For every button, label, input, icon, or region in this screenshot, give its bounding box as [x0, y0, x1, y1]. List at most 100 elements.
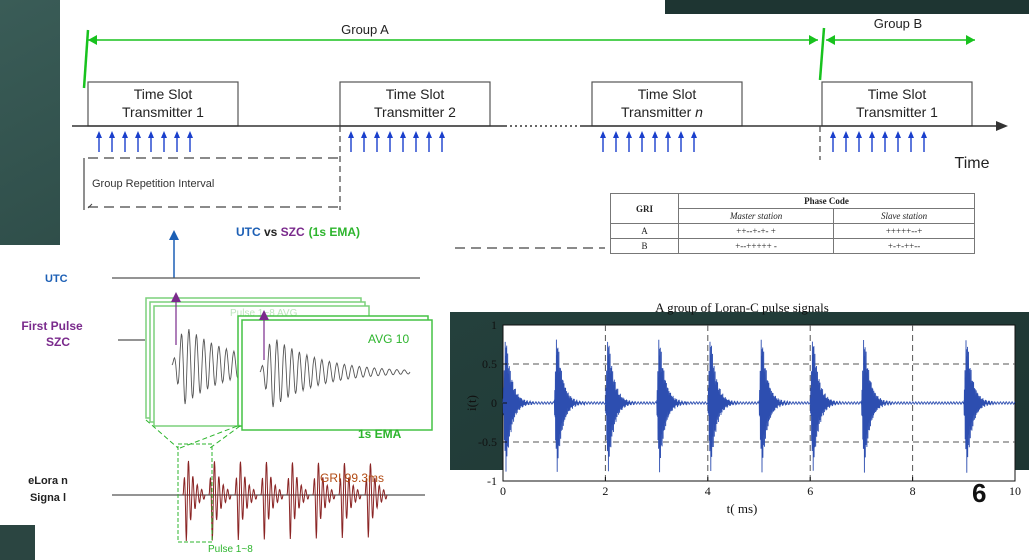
x-tick-label: 0 [500, 484, 506, 498]
x-tick-label: 2 [602, 484, 608, 498]
pulse-groups [96, 131, 927, 152]
avg10-label: AVG 10 [368, 332, 409, 346]
slotb1-line2: Transmitter 1 [856, 104, 938, 120]
pulse-arrow-head [348, 131, 354, 138]
pulse-arrow-head [174, 131, 180, 138]
pulse-arrow-head [908, 131, 914, 138]
chart-xlabel: t( ms) [727, 501, 758, 516]
table-row: B +--+++++ - +-+-++-- [610, 238, 975, 254]
eloran-pulse [364, 463, 388, 538]
group-a-label: Group A [341, 22, 389, 37]
group-a-arrow-right [809, 35, 818, 45]
first-pulse-label-2: SZC [46, 335, 70, 349]
slot-box-b1 [821, 81, 973, 127]
y-tick-label: -1 [487, 474, 497, 488]
y-tick-label: 1 [491, 318, 497, 332]
pulse-arrow-head [678, 131, 684, 138]
eloran-pulse [312, 462, 336, 539]
x-tick-label: 6 [807, 484, 813, 498]
eloran-pulse [234, 461, 258, 541]
slot-box-n [591, 81, 743, 127]
pulse-arrow-head [413, 131, 419, 138]
th-master: Master station [677, 208, 835, 224]
x-tick-label: 4 [705, 484, 711, 498]
eloran-label-2: Signa l [30, 492, 66, 504]
loran-c-pulse-chart: A group of Loran-C pulse signals 0 2 4 6 8 10… [464, 300, 1021, 516]
gri-label: Group Repetition Interval [92, 178, 214, 190]
pulse-arrow-head [96, 131, 102, 138]
pulse-arrow-head [161, 131, 167, 138]
signal-series [502, 339, 1016, 473]
pulse-arrow-head [135, 131, 141, 138]
slotn-line1: Time Slot [638, 86, 697, 102]
phase-code-table: GRI Phase Code Master station Slave stat… [610, 193, 975, 254]
pulse-arrow-head [374, 131, 380, 138]
eloran-utc-diagram: UTC vs SZC (1s EMA) UTC First Pulse SZC P… [21, 225, 433, 555]
pulse-arrow-head [691, 131, 697, 138]
pulse-arrow-head [400, 131, 406, 138]
pulse-arrow-head [387, 131, 393, 138]
pulse-arrow-head [109, 131, 115, 138]
slotn-line2: Transmitter n [621, 104, 703, 120]
cell-slave: +-+-++-- [833, 238, 975, 254]
pulse-arrow-head [613, 131, 619, 138]
eloran-pulse [208, 461, 232, 541]
group-a-arrow-left [88, 35, 97, 45]
th-phase-code: Phase Code [678, 193, 975, 209]
utc-label: UTC [45, 273, 68, 285]
pulse-arrow-head [361, 131, 367, 138]
cell-master: +--+++++ - [677, 238, 835, 254]
pulse-arrow-head [652, 131, 658, 138]
time-axis-arrowhead [996, 121, 1008, 131]
pulse18-label: Pulse 1~8 [208, 544, 253, 555]
slotb1-line1: Time Slot [868, 86, 927, 102]
pulse-arrow-head [869, 131, 875, 138]
chart-plot-area: 0 2 4 6 8 10 1 0.5 0 -0.5 -1 [478, 318, 1021, 498]
time-label: Time [955, 155, 990, 172]
cell-gri: B [610, 238, 679, 254]
y-tick-label: 0.5 [482, 357, 497, 371]
pulse-arrow-head [187, 131, 193, 138]
ema-label: 1s EMA [358, 427, 402, 441]
y-tick-label: -0.5 [478, 435, 497, 449]
x-tick-label: 10 [1009, 484, 1021, 498]
panel2-waveform [259, 339, 411, 408]
pulse-arrow-head [882, 131, 888, 138]
pulse-arrow-head [895, 131, 901, 138]
slot2-line2: Transmitter 2 [374, 104, 456, 120]
cell-gri: A [610, 223, 679, 239]
avg-panel-front [241, 319, 433, 431]
pulse-arrow-head [122, 131, 128, 138]
chart-ylabel: i(t) [464, 395, 479, 411]
x-tick-label: 8 [910, 484, 916, 498]
slot1-line1: Time Slot [134, 86, 193, 102]
slot1-line2: Transmitter 1 [122, 104, 204, 120]
slot2-line1: Time Slot [386, 86, 445, 102]
first-pulse-label-1: First Pulse [21, 319, 83, 333]
pulse-arrow-head [600, 131, 606, 138]
group-b-start-tick [818, 27, 826, 81]
pulse-arrow-head [639, 131, 645, 138]
pulse-arrow-head [439, 131, 445, 138]
pulse-arrow-head [426, 131, 432, 138]
eloran-pulses [182, 460, 388, 542]
pulse-arrow-head [830, 131, 836, 138]
th-gri: GRI [610, 193, 679, 224]
eloran-title: UTC vs SZC (1s EMA) [236, 225, 360, 239]
chart-title: A group of Loran-C pulse signals [655, 300, 829, 315]
eloran-label-1: eLora n [28, 475, 68, 487]
phase-code-table-wrapper: GRI Phase Code Master station Slave stat… [610, 193, 975, 254]
group-b-label: Group B [874, 16, 922, 31]
loran-timeline-diagram: Group A Group B Time Slot Transmitter 1 … [72, 16, 1008, 249]
y-tick-label: 0 [491, 396, 497, 410]
eloran-pulse [286, 462, 310, 540]
pulse-arrow-head [665, 131, 671, 138]
cell-master: ++--+-+- + [677, 223, 835, 239]
group-a-start-tick [82, 29, 90, 89]
eloran-pulse [260, 461, 284, 540]
pulse-arrow-head [148, 131, 154, 138]
eloran-pulse [338, 463, 362, 539]
pulse-arrow-head [856, 131, 862, 138]
pulse-arrow-head [626, 131, 632, 138]
table-row: A ++--+-+- + +++++--+ [610, 223, 975, 239]
